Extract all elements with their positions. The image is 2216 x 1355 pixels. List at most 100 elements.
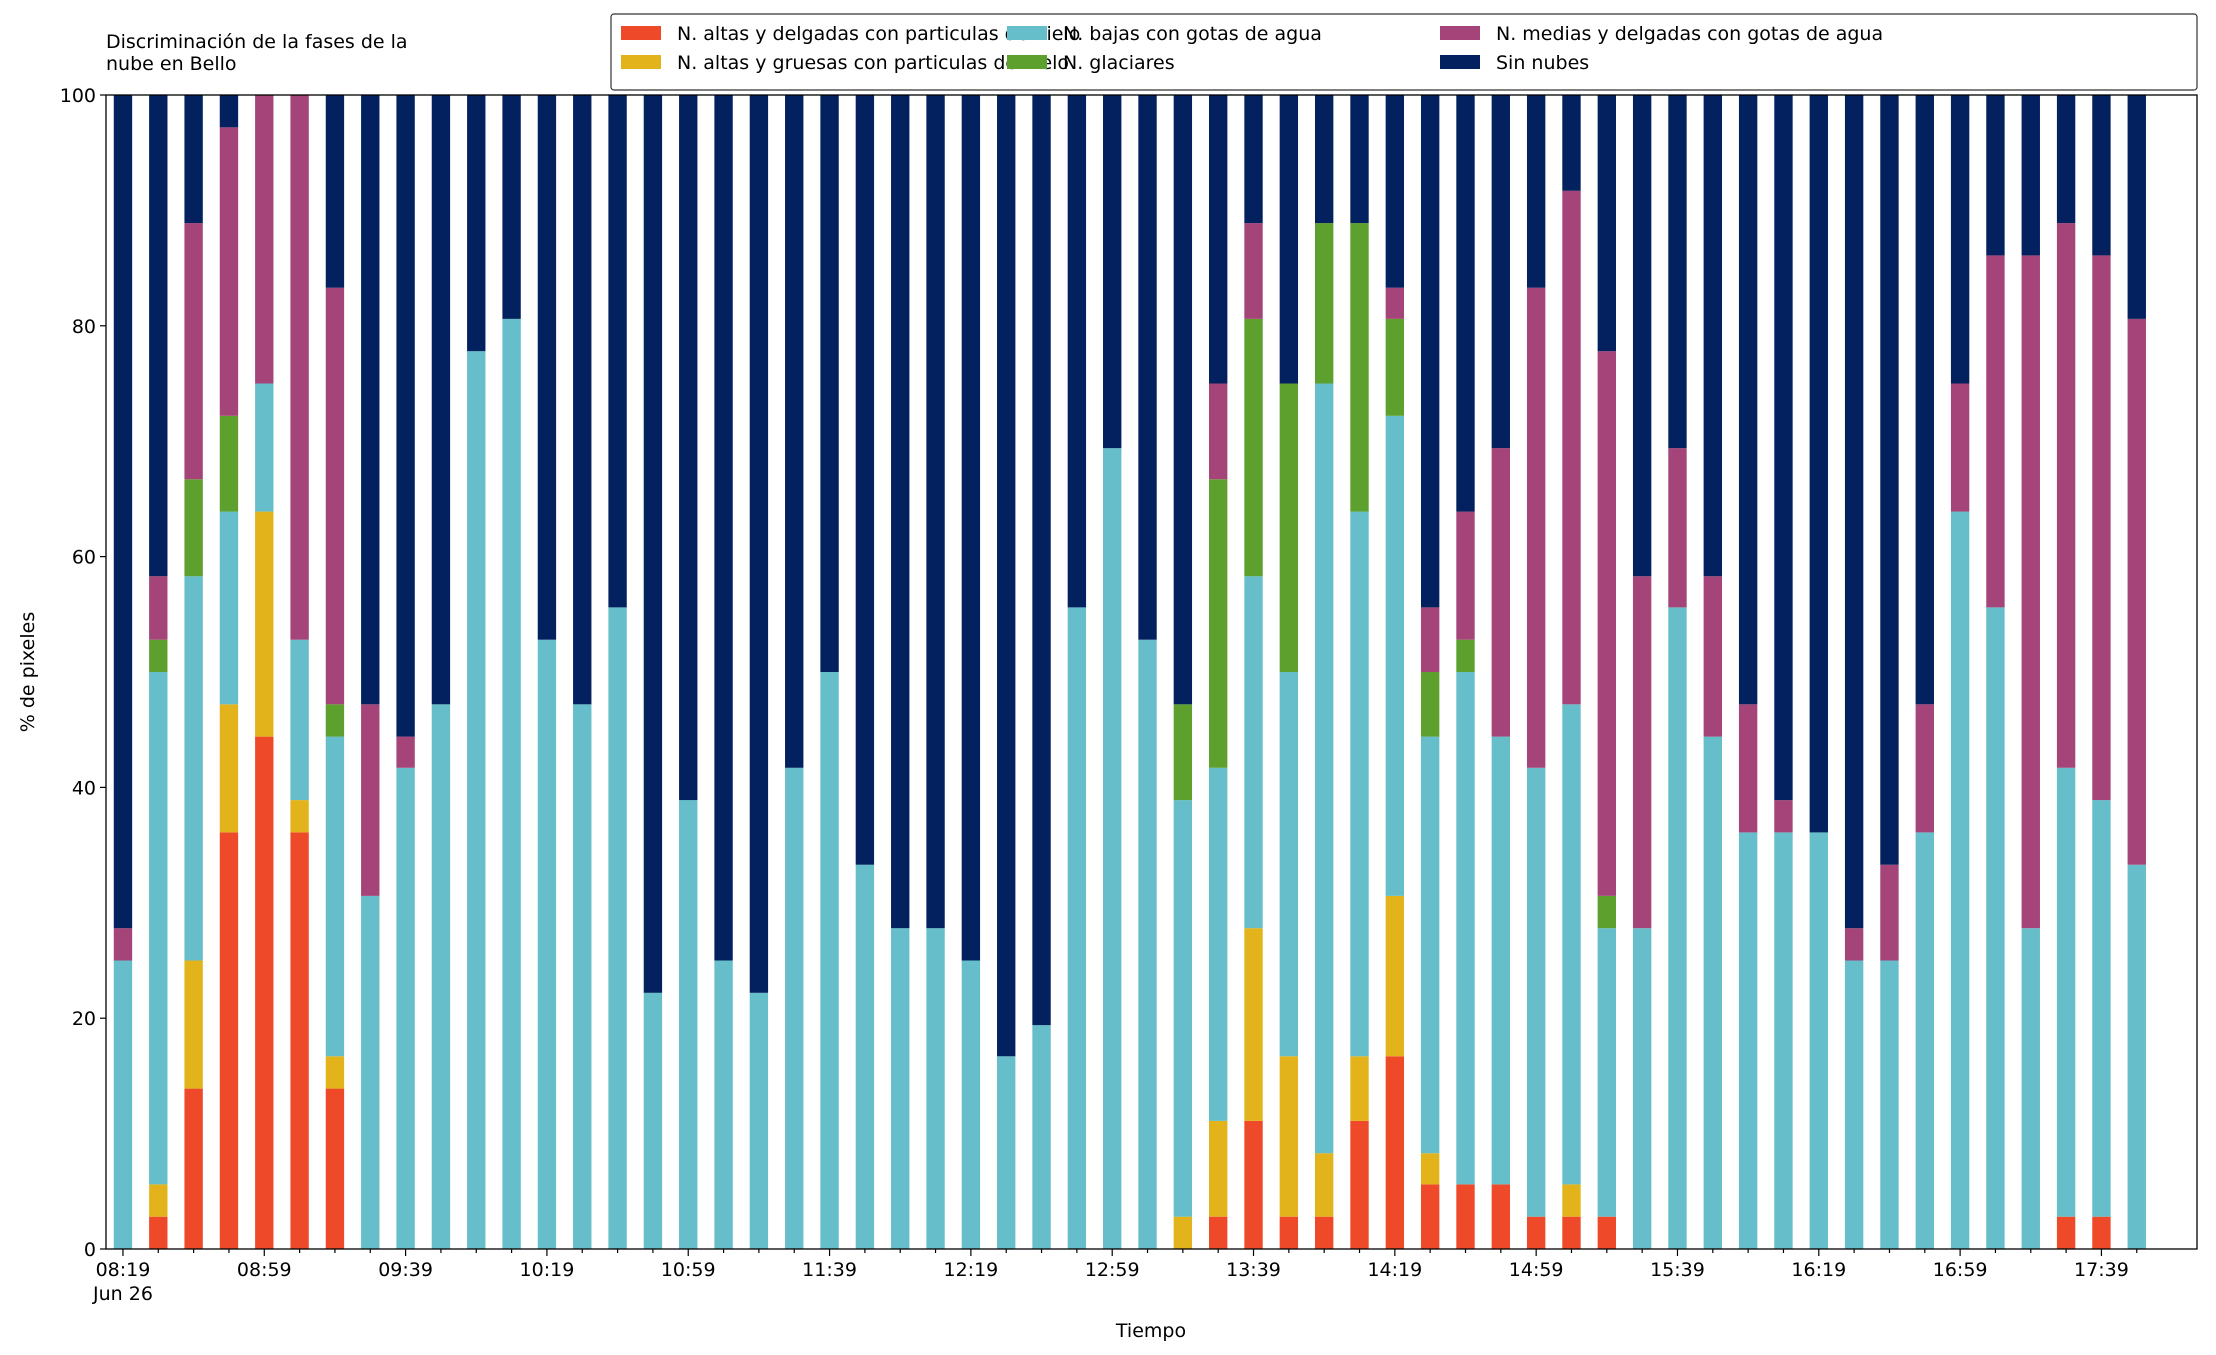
bar-segment — [608, 95, 627, 608]
bar-segment — [1314, 1216, 1334, 1249]
y-tick-label: 100 — [60, 85, 96, 107]
bar-segment — [1526, 1216, 1546, 1249]
bar-segment — [1420, 1153, 1440, 1185]
bar-segment — [643, 95, 663, 993]
bar-segment — [1103, 95, 1122, 449]
x-tick-label: 14:19 — [1367, 1259, 1422, 1281]
bar-segment — [1456, 1184, 1475, 1249]
y-tick-label: 20 — [72, 1008, 96, 1030]
bar-segment — [1279, 383, 1299, 672]
bar-segment — [608, 607, 627, 1249]
x-tick-label: 15:39 — [1650, 1259, 1705, 1281]
bar-segment — [1244, 318, 1263, 577]
bar-segment — [997, 95, 1016, 1057]
x-tick-label: 10:19 — [520, 1259, 575, 1281]
bar-segment — [219, 127, 239, 416]
bar-segment — [255, 736, 274, 1249]
bar-segment — [1915, 704, 1934, 833]
bar-segment — [1668, 448, 1687, 608]
bar-segment — [113, 928, 133, 961]
bar-segment — [1385, 895, 1405, 1057]
x-tick-label: 11:39 — [802, 1259, 857, 1281]
bar-segment — [149, 1184, 168, 1217]
bar-segment — [1244, 95, 1263, 224]
bar-segment — [1314, 383, 1334, 1154]
x-axis-label: Tiempo — [1115, 1320, 1186, 1342]
bar-segment — [1668, 607, 1687, 1249]
bar-segment — [1491, 1184, 1511, 1249]
bar-segment — [714, 960, 733, 1249]
x-tick-label: 14:59 — [1509, 1259, 1564, 1281]
bar-segment — [1420, 95, 1440, 608]
bar-segment — [1774, 95, 1793, 801]
bar-segment — [290, 95, 309, 640]
bar-segment — [184, 95, 203, 224]
bar-segment — [1244, 223, 1263, 319]
bar-segment — [1456, 511, 1475, 640]
bar-segment — [290, 800, 309, 833]
bar-segment — [325, 95, 345, 288]
bar-segment — [1209, 95, 1228, 384]
legend-label: Sin nubes — [1496, 52, 1589, 74]
bar-segment — [820, 95, 839, 672]
y-tick-label: 40 — [72, 777, 96, 799]
bar-segment — [2127, 95, 2146, 319]
bar-segment — [1562, 704, 1581, 1185]
legend-label: N. glaciares — [1063, 52, 1175, 74]
bar-segment — [1067, 95, 1087, 608]
x-tick-label: 09:39 — [378, 1259, 433, 1281]
bar-segment — [361, 704, 380, 896]
bar-segment — [1173, 1216, 1193, 1249]
bar-segment — [290, 832, 309, 1249]
bar-segment — [1562, 190, 1581, 705]
x-tick-label: 12:19 — [943, 1259, 998, 1281]
bar-segment — [891, 95, 910, 929]
bar-segment — [1420, 672, 1440, 737]
bar-segment — [184, 960, 203, 1089]
bar-segment — [749, 992, 769, 1249]
bar-segment — [1350, 511, 1369, 1057]
bar-segment — [679, 95, 698, 801]
bar-segment — [396, 95, 415, 737]
bar-segment — [1209, 767, 1228, 1121]
bar-segment — [679, 800, 698, 1249]
bar-segment — [325, 736, 345, 1057]
bar-segment — [537, 639, 557, 1249]
bar-segment — [820, 672, 839, 1249]
legend-swatch — [1440, 26, 1480, 40]
chart-title: Discriminación de la fases de la nube en … — [106, 31, 408, 75]
bar-segment — [2092, 255, 2111, 801]
bar-segment — [1385, 318, 1405, 416]
bar-segment — [1209, 479, 1228, 768]
bar-segment — [1562, 95, 1581, 191]
x-tick-label: 12:59 — [1085, 1259, 1140, 1281]
bar-segment — [396, 736, 415, 768]
bar-segment — [431, 95, 451, 705]
bar-segment — [573, 95, 592, 705]
bar-segment — [1632, 576, 1652, 929]
y-tick-label: 60 — [72, 547, 96, 569]
bar-segment — [1632, 95, 1652, 577]
bar-segment — [1526, 287, 1546, 768]
bar-segment — [255, 383, 274, 512]
bar-segment — [2056, 223, 2076, 768]
bar-segment — [1915, 95, 1934, 705]
bar-segment — [1350, 1120, 1369, 1249]
bar-segment — [1562, 1184, 1581, 1217]
y-axis-label: % de pixeles — [17, 612, 39, 732]
bar-segment — [1880, 95, 1899, 865]
bar-segment — [325, 704, 345, 737]
bar-segment — [1173, 95, 1193, 705]
bar-segment — [325, 287, 345, 705]
bar-segment — [1314, 95, 1334, 224]
bar-segment — [926, 95, 945, 929]
bar-segment — [961, 960, 981, 1249]
bar-segment — [149, 576, 168, 640]
bar-segment — [149, 1216, 168, 1249]
bar-segment — [396, 767, 415, 1249]
bar-segment — [855, 864, 875, 1249]
bar-segment — [1385, 287, 1405, 319]
bar-segment — [219, 704, 239, 833]
x-tick-label: 13:39 — [1226, 1259, 1281, 1281]
legend-label: N. altas y gruesas con particulas de hie… — [677, 52, 1069, 74]
